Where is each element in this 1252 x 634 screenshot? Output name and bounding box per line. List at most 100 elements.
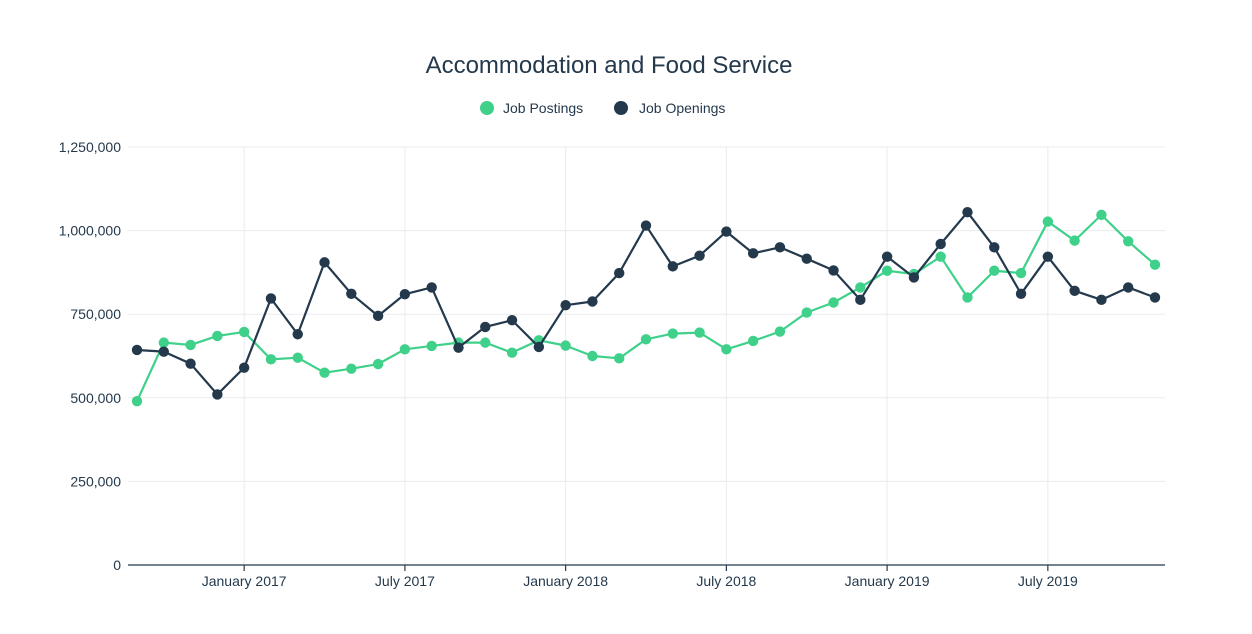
data-point-job-postings[interactable]	[801, 307, 812, 318]
data-point-job-postings[interactable]	[881, 265, 893, 276]
data-point-job-postings[interactable]	[480, 337, 491, 348]
data-point-job-openings[interactable]	[292, 329, 303, 340]
data-point-job-postings[interactable]	[212, 330, 223, 342]
series-line-job-postings	[135, 213, 1156, 402]
data-point-job-openings[interactable]	[1042, 251, 1054, 262]
x-tick-label: January 2019	[845, 573, 930, 589]
data-point-job-openings[interactable]	[1069, 285, 1080, 296]
data-point-job-openings[interactable]	[989, 242, 1000, 253]
data-point-job-openings[interactable]	[721, 226, 732, 237]
data-point-job-openings[interactable]	[506, 315, 518, 326]
data-point-job-postings[interactable]	[1149, 259, 1161, 270]
legend-item-job-postings[interactable]: Job Postings	[480, 100, 583, 116]
data-point-job-openings[interactable]	[453, 342, 464, 353]
chart-title: Accommodation and Food Service	[426, 52, 793, 79]
y-tick-label: 1,000,000	[59, 223, 121, 239]
y-tick-label: 0	[113, 557, 121, 573]
data-point-job-openings[interactable]	[908, 272, 920, 283]
data-point-job-postings[interactable]	[667, 328, 678, 339]
data-point-job-openings[interactable]	[747, 248, 759, 259]
data-point-job-openings[interactable]	[372, 310, 384, 322]
series-line-job-openings	[136, 211, 1156, 396]
data-point-job-postings[interactable]	[721, 344, 732, 355]
data-point-job-postings[interactable]	[1015, 267, 1027, 279]
data-point-job-postings[interactable]	[426, 340, 437, 352]
data-point-job-openings[interactable]	[881, 251, 893, 262]
data-point-job-postings[interactable]	[1042, 216, 1054, 227]
data-point-job-openings[interactable]	[1096, 294, 1107, 306]
legend-item-job-openings[interactable]: Job Openings	[614, 100, 725, 116]
data-point-job-openings[interactable]	[614, 267, 625, 279]
data-point-job-postings[interactable]	[158, 337, 169, 348]
data-point-job-openings[interactable]	[131, 344, 143, 356]
legend-label-job-openings: Job Openings	[639, 100, 725, 116]
data-point-job-openings[interactable]	[346, 288, 357, 299]
data-point-job-postings[interactable]	[747, 335, 759, 347]
grid	[128, 146, 1165, 565]
data-point-job-openings[interactable]	[962, 207, 973, 218]
data-point-job-postings[interactable]	[185, 339, 196, 351]
legend: Job Postings Job Openings	[480, 100, 725, 116]
legend-marker-job-postings	[480, 101, 494, 115]
data-point-job-openings[interactable]	[801, 253, 812, 264]
data-point-job-openings[interactable]	[1149, 292, 1161, 303]
data-point-job-openings[interactable]	[1123, 282, 1134, 293]
data-point-job-postings[interactable]	[962, 292, 973, 303]
data-point-job-openings[interactable]	[1015, 288, 1027, 299]
series-job-postings	[131, 209, 1161, 407]
data-point-job-openings[interactable]	[426, 282, 437, 293]
data-point-job-openings[interactable]	[158, 346, 169, 357]
x-tick-label: January 2018	[523, 573, 608, 589]
data-point-job-openings[interactable]	[533, 341, 545, 353]
y-tick-label: 250,000	[70, 473, 121, 489]
data-point-job-openings[interactable]	[774, 242, 786, 253]
data-point-job-postings[interactable]	[238, 326, 250, 338]
data-point-job-openings[interactable]	[694, 250, 705, 261]
data-point-job-postings[interactable]	[265, 354, 277, 365]
axes: 0 250,000 500,000 750,000 1,000,000 1,250,000…	[59, 139, 1165, 589]
series	[131, 207, 1161, 407]
data-point-job-openings[interactable]	[212, 389, 223, 400]
data-point-job-postings[interactable]	[614, 353, 625, 364]
data-point-job-openings[interactable]	[319, 257, 330, 268]
data-point-job-postings[interactable]	[694, 327, 705, 338]
data-point-job-postings[interactable]	[399, 344, 411, 355]
data-point-job-openings[interactable]	[399, 288, 411, 300]
x-tick-label: July 2018	[696, 573, 756, 589]
y-tick-label: 750,000	[70, 306, 121, 322]
data-point-job-openings[interactable]	[480, 321, 491, 333]
data-point-job-openings[interactable]	[238, 362, 250, 373]
data-point-job-postings[interactable]	[774, 326, 786, 337]
data-point-job-postings[interactable]	[1069, 235, 1080, 246]
data-point-job-postings[interactable]	[1096, 209, 1107, 221]
data-point-job-postings[interactable]	[560, 340, 571, 351]
data-point-job-openings[interactable]	[935, 238, 946, 250]
data-point-job-postings[interactable]	[640, 334, 652, 345]
data-point-job-openings[interactable]	[265, 293, 277, 304]
data-point-job-postings[interactable]	[319, 367, 330, 378]
data-point-job-openings[interactable]	[828, 265, 839, 276]
data-point-job-postings[interactable]	[292, 352, 303, 363]
data-point-job-postings[interactable]	[855, 282, 866, 293]
data-point-job-openings[interactable]	[587, 296, 598, 307]
data-point-job-postings[interactable]	[587, 350, 598, 362]
data-point-job-postings[interactable]	[989, 265, 1000, 276]
data-point-job-postings[interactable]	[372, 358, 384, 370]
x-tick-label: January 2017	[202, 573, 287, 589]
data-point-job-openings[interactable]	[855, 294, 866, 306]
data-point-job-openings[interactable]	[560, 299, 571, 311]
data-point-job-openings[interactable]	[640, 220, 652, 231]
series-job-openings	[131, 207, 1161, 400]
data-point-job-openings[interactable]	[667, 261, 678, 272]
legend-label-job-postings: Job Postings	[503, 100, 583, 116]
data-point-job-postings[interactable]	[1123, 236, 1134, 247]
data-point-job-postings[interactable]	[131, 395, 143, 407]
data-point-job-openings[interactable]	[185, 358, 196, 369]
x-tick-label: July 2017	[375, 573, 435, 589]
data-point-job-postings[interactable]	[935, 251, 946, 262]
data-point-job-postings[interactable]	[506, 347, 518, 358]
data-point-job-postings[interactable]	[346, 363, 357, 374]
data-point-job-postings[interactable]	[828, 297, 839, 308]
